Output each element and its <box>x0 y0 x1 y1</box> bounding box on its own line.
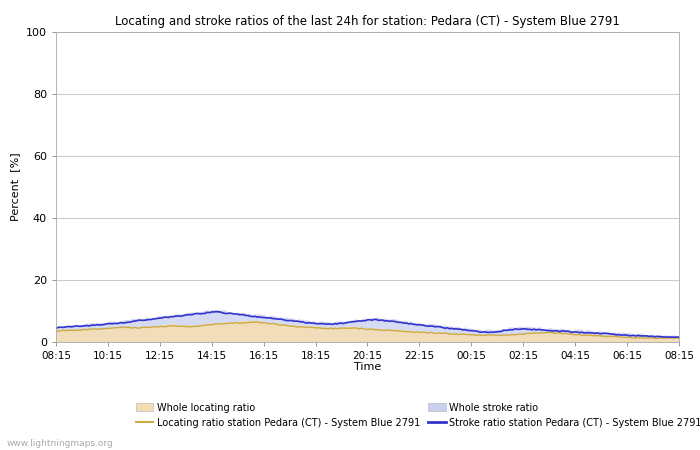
Legend: Whole locating ratio, Locating ratio station Pedara (CT) - System Blue 2791, Who: Whole locating ratio, Locating ratio sta… <box>136 403 700 428</box>
Text: www.lightningmaps.org: www.lightningmaps.org <box>7 439 113 448</box>
Title: Locating and stroke ratios of the last 24h for station: Pedara (CT) - System Blu: Locating and stroke ratios of the last 2… <box>115 14 620 27</box>
X-axis label: Time: Time <box>354 362 381 373</box>
Y-axis label: Percent  [%]: Percent [%] <box>10 153 20 221</box>
